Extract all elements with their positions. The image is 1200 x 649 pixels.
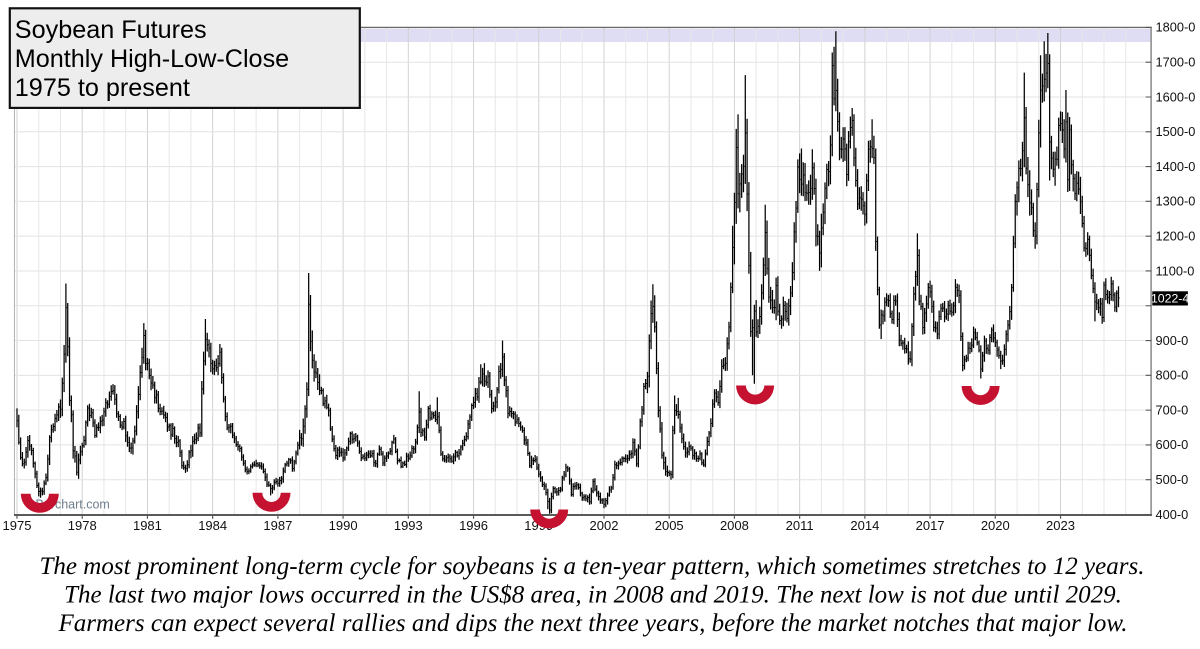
svg-text:500-0: 500-0 [1156, 472, 1189, 487]
svg-text:2008: 2008 [720, 518, 749, 533]
svg-text:Monthly High-Low-Close: Monthly High-Low-Close [15, 45, 289, 73]
svg-text:1600-0: 1600-0 [1156, 89, 1196, 104]
svg-text:1981: 1981 [133, 518, 162, 533]
svg-text:900-0: 900-0 [1156, 333, 1189, 348]
svg-text:1987: 1987 [263, 518, 292, 533]
svg-text:1500-0: 1500-0 [1156, 124, 1196, 139]
svg-text:1993: 1993 [394, 518, 423, 533]
svg-text:1022-4: 1022-4 [1151, 292, 1189, 306]
svg-text:The last two major lows occurr: The last two major lows occurred in the … [64, 582, 1122, 609]
svg-text:1400-0: 1400-0 [1156, 159, 1196, 174]
svg-text:1100-0: 1100-0 [1156, 263, 1195, 278]
svg-text:Farmers can expect several ral: Farmers can expect several rallies and d… [58, 610, 1128, 637]
svg-text:1978: 1978 [68, 518, 97, 533]
svg-text:2002: 2002 [590, 518, 619, 533]
svg-text:700-0: 700-0 [1156, 402, 1189, 417]
svg-text:400-0: 400-0 [1156, 507, 1189, 522]
svg-text:800-0: 800-0 [1156, 368, 1189, 383]
svg-text:The most prominent long-term c: The most prominent long-term cycle for s… [40, 553, 1145, 580]
svg-text:2020: 2020 [981, 518, 1010, 533]
svg-text:1800-0: 1800-0 [1156, 20, 1196, 35]
svg-text:1996: 1996 [459, 518, 488, 533]
svg-text:1975: 1975 [3, 518, 32, 533]
svg-text:2017: 2017 [916, 518, 945, 533]
svg-text:1300-0: 1300-0 [1156, 194, 1196, 209]
svg-text:2014: 2014 [850, 518, 879, 533]
svg-text:1700-0: 1700-0 [1156, 54, 1196, 69]
svg-text:1200-0: 1200-0 [1156, 228, 1196, 243]
svg-text:1990: 1990 [329, 518, 358, 533]
svg-text:2005: 2005 [655, 518, 684, 533]
svg-text:600-0: 600-0 [1156, 437, 1189, 452]
svg-text:Soybean Futures: Soybean Futures [15, 16, 207, 44]
svg-text:2023: 2023 [1046, 518, 1075, 533]
svg-text:2011: 2011 [786, 518, 814, 533]
svg-text:1984: 1984 [198, 518, 227, 533]
svg-text:1975 to present: 1975 to present [15, 74, 190, 102]
